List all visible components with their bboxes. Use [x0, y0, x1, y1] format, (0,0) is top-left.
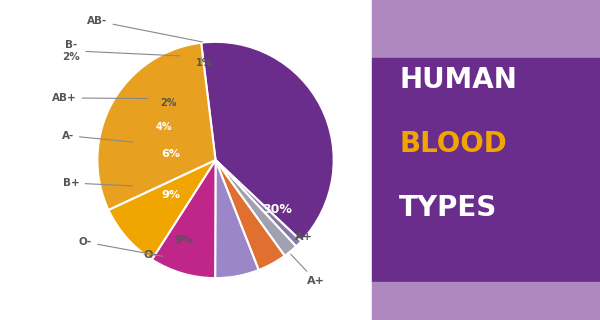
Text: 9%: 9% [174, 235, 193, 245]
Wedge shape [97, 43, 215, 210]
Text: HUMAN: HUMAN [400, 66, 517, 94]
Wedge shape [215, 160, 296, 256]
Text: 6%: 6% [161, 149, 180, 159]
Text: 9%: 9% [161, 190, 180, 200]
Wedge shape [215, 160, 284, 270]
Text: O-: O- [79, 237, 163, 256]
Text: A+: A+ [295, 232, 313, 242]
Wedge shape [215, 160, 259, 278]
Wedge shape [201, 42, 334, 241]
Text: 1%: 1% [196, 58, 212, 68]
Text: O+: O+ [21, 246, 63, 270]
Text: 2%: 2% [160, 98, 176, 108]
Bar [372, 282, 600, 320]
Wedge shape [215, 160, 301, 246]
Text: B+: B+ [63, 178, 133, 188]
Bar [372, 58, 600, 282]
Wedge shape [152, 160, 215, 278]
Text: O-: O- [143, 250, 158, 260]
Text: 39%: 39% [20, 274, 64, 292]
Text: 4%: 4% [155, 122, 172, 132]
Text: A-: A- [62, 131, 133, 142]
Text: TYPES: TYPES [400, 194, 497, 222]
Text: A+: A+ [290, 254, 325, 286]
Wedge shape [109, 160, 215, 260]
Text: AB+: AB+ [52, 93, 148, 103]
Text: B-
2%: B- 2% [62, 40, 179, 61]
Text: BLOOD: BLOOD [400, 130, 507, 158]
Text: AB-: AB- [87, 16, 202, 42]
Bar [372, 0, 600, 58]
Text: of Population: of Population [14, 297, 70, 306]
Text: 30%: 30% [262, 203, 292, 216]
